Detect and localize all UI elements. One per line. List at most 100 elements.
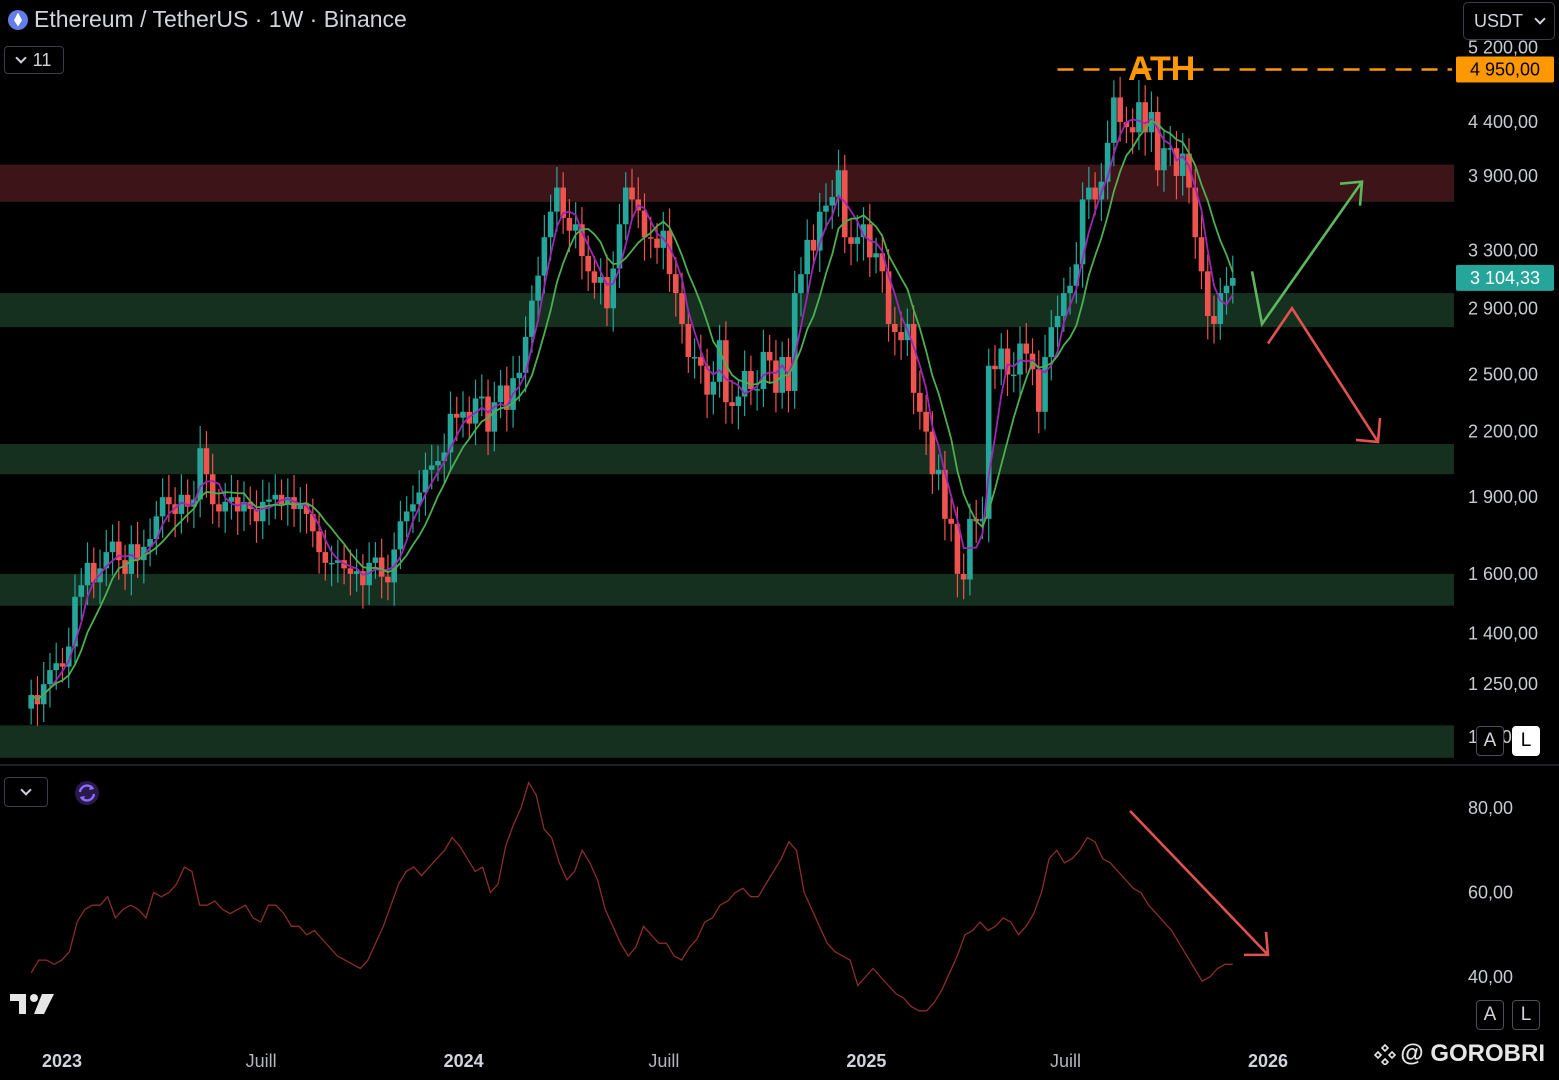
candle-body	[1086, 187, 1092, 200]
candle-body	[773, 360, 779, 393]
x-axis-tick-label: 2024	[444, 1051, 484, 1071]
candle-body	[1054, 316, 1061, 328]
log-scale-button[interactable]: L	[1512, 726, 1540, 756]
candle-body	[560, 187, 566, 218]
candle-body	[491, 402, 498, 432]
tradingview-logo-icon	[10, 994, 54, 1014]
y-axis-tick-label: 2 500,00	[1468, 365, 1538, 385]
rsi-collapse-button[interactable]	[4, 777, 48, 807]
chevron-down-icon	[1534, 13, 1546, 25]
projection-up-arrowhead	[1339, 180, 1364, 206]
candle-body	[566, 217, 573, 231]
rsi-axis-tick-label: 80,00	[1468, 798, 1513, 818]
candle-body	[103, 552, 110, 569]
candle-body	[178, 494, 185, 514]
candle-body	[1061, 293, 1067, 317]
candle-body	[1123, 122, 1130, 128]
candle-body	[1192, 187, 1199, 238]
candle-body	[892, 323, 898, 332]
candle-body	[90, 562, 97, 583]
rsi-log-scale-button[interactable]: L	[1512, 1000, 1540, 1030]
candle-body	[1067, 285, 1073, 294]
moving-average-fast	[30, 118, 1234, 701]
candle-body	[284, 497, 291, 505]
candle-body	[741, 371, 748, 397]
candle-body	[823, 205, 829, 212]
candle-body	[1023, 343, 1030, 354]
candle-body	[228, 497, 235, 502]
candle-body	[310, 513, 316, 532]
y-axis-tick-label: 2 900,00	[1468, 298, 1538, 318]
candle-body	[579, 224, 585, 257]
candle-body	[616, 224, 623, 269]
candle-body	[760, 351, 767, 390]
candle-body	[322, 552, 329, 563]
y-axis-tick-label: 3 900,00	[1468, 166, 1538, 186]
x-axis-tick-label: 2023	[42, 1051, 82, 1071]
auto-scale-button[interactable]: A	[1476, 726, 1504, 756]
candle-body	[78, 585, 85, 597]
candle-body	[597, 277, 604, 283]
candle-body	[679, 293, 685, 324]
currency-selector[interactable]: USDT	[1463, 2, 1555, 40]
candle-body	[1167, 148, 1174, 150]
candle-body	[735, 396, 742, 407]
candle-body	[529, 300, 535, 337]
zone-support-1	[0, 293, 1454, 328]
candle-body	[422, 469, 429, 493]
candle-body	[272, 494, 279, 500]
candle-body	[65, 646, 72, 667]
candle-body	[1111, 97, 1117, 143]
candle-body	[447, 413, 454, 453]
candle-body	[816, 211, 823, 251]
candle-body	[1010, 374, 1017, 377]
candle-body	[435, 461, 441, 466]
candle-body	[960, 573, 967, 580]
candle-body	[754, 389, 760, 391]
candle-body	[729, 402, 735, 407]
candle-body	[353, 571, 360, 574]
candle-body	[222, 501, 228, 512]
y-axis-tick-label: 1 600,00	[1468, 564, 1538, 584]
candle-body	[109, 541, 116, 553]
symbol-header[interactable]: Ethereum / TetherUS · 1W · Binance	[8, 6, 407, 33]
chevron-down-icon	[14, 52, 27, 64]
y-axis-tick-label: 1 900,00	[1468, 487, 1538, 507]
candle-body	[1211, 316, 1217, 324]
candle-body	[610, 268, 617, 309]
candle-body	[1173, 148, 1180, 176]
candle-body	[585, 256, 591, 272]
ethereum-coin-icon	[8, 9, 28, 30]
x-axis-tick-label: 2025	[846, 1051, 886, 1071]
candle-body	[128, 544, 135, 574]
candle-body	[441, 452, 448, 462]
candle-body	[917, 392, 923, 412]
candle-body	[723, 340, 729, 403]
projection-down-arrowhead	[1355, 417, 1382, 444]
candle-body	[122, 560, 128, 574]
candle-body	[203, 448, 210, 475]
candle-body	[116, 541, 122, 561]
candle-body	[1198, 237, 1205, 272]
candle-body	[47, 670, 53, 685]
zone-support-4	[0, 725, 1454, 758]
indicators-collapse-button[interactable]: 11	[4, 46, 64, 74]
candle-body	[810, 239, 817, 251]
zone-support-2	[0, 444, 1454, 475]
candle-body	[403, 511, 410, 522]
rsi-trend-arrow	[1129, 810, 1269, 956]
candle-body	[1204, 271, 1211, 317]
candle-body	[967, 518, 973, 580]
candle-body	[159, 497, 166, 517]
candle-body	[328, 562, 335, 565]
rsi-auto-scale-button[interactable]: A	[1476, 1000, 1504, 1030]
refresh-icon[interactable]	[74, 780, 100, 806]
candle-body	[710, 381, 717, 395]
candle-body	[979, 518, 986, 522]
candle-body	[541, 237, 548, 276]
last-price-label-bg	[1456, 264, 1554, 291]
candle-body	[841, 170, 848, 238]
moving-average-slow	[30, 119, 1234, 701]
candle-body	[1179, 153, 1186, 176]
